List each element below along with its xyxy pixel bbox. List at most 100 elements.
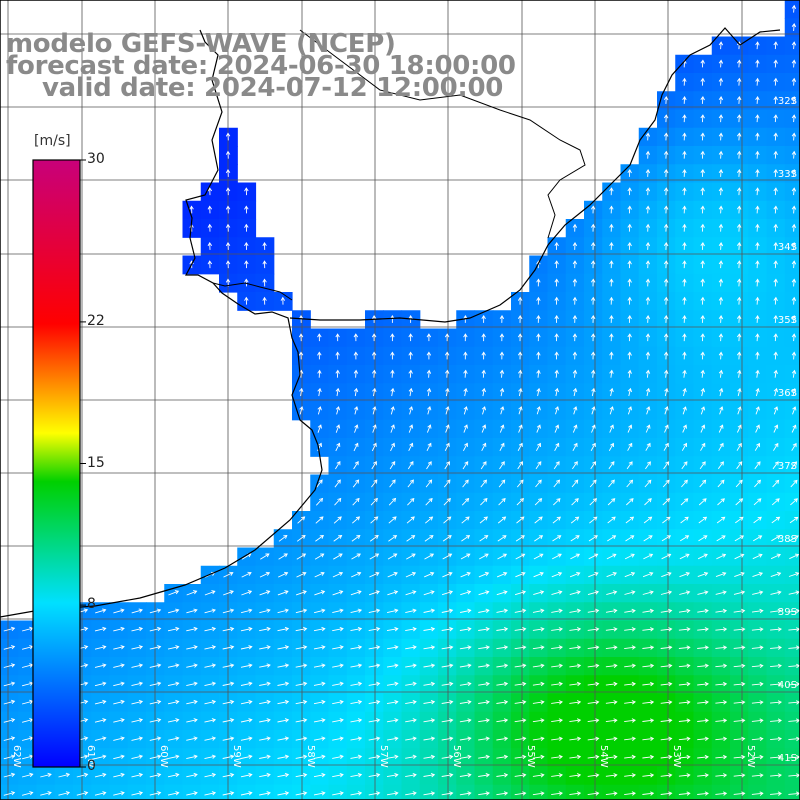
wind-arrow bbox=[716, 516, 726, 524]
wind-arrow bbox=[662, 479, 670, 488]
wind-arrow bbox=[791, 187, 797, 196]
wind-arrow bbox=[76, 772, 89, 778]
wind-arrow bbox=[317, 387, 322, 397]
wind-arrow bbox=[736, 77, 742, 86]
wind-cell bbox=[91, 784, 111, 800]
wind-arrow bbox=[441, 626, 454, 632]
wind-arrow bbox=[642, 645, 655, 650]
wind-arrow bbox=[697, 553, 708, 560]
wind-arrow bbox=[646, 406, 651, 415]
wind-arrow bbox=[609, 296, 614, 305]
wind-arrow bbox=[368, 626, 381, 632]
wind-arrow bbox=[350, 791, 363, 796]
wind-arrow bbox=[313, 626, 326, 632]
wind-arrow bbox=[755, 77, 760, 86]
wind-arrow bbox=[662, 498, 671, 506]
wind-arrow bbox=[660, 645, 673, 650]
wind-arrow bbox=[386, 791, 399, 796]
wind-arrow bbox=[625, 535, 635, 542]
wind-arrow bbox=[496, 663, 509, 668]
wind-arrow bbox=[481, 406, 487, 415]
wind-arrow bbox=[405, 699, 417, 705]
wind-arrow bbox=[313, 736, 326, 741]
wind-arrow bbox=[791, 351, 797, 360]
wind-arrow bbox=[479, 535, 489, 542]
wind-arrow bbox=[131, 736, 144, 741]
wind-arrow bbox=[663, 114, 669, 123]
wind-arrow bbox=[499, 461, 505, 470]
wind-arrow bbox=[554, 351, 559, 360]
wind-arrow bbox=[572, 424, 578, 433]
wind-arrow bbox=[149, 663, 162, 668]
wind-cell bbox=[328, 492, 348, 512]
wind-arrow bbox=[587, 627, 600, 632]
wind-arrow bbox=[627, 187, 632, 196]
colorbar-tick-label: 15 bbox=[87, 454, 105, 471]
wind-arrow bbox=[754, 442, 761, 451]
wind-arrow bbox=[678, 718, 691, 723]
coastline bbox=[0, 29, 323, 618]
wind-arrow bbox=[425, 516, 434, 524]
wind-arrow bbox=[499, 351, 505, 360]
wind-cell bbox=[127, 784, 147, 800]
wind-arrow bbox=[295, 772, 308, 778]
wind-arrow bbox=[517, 296, 523, 305]
wind-arrow bbox=[770, 553, 781, 560]
wind-arrow bbox=[496, 571, 508, 578]
wind-arrow bbox=[371, 333, 377, 342]
wind-arrow bbox=[682, 296, 687, 305]
wind-arrow bbox=[569, 645, 582, 650]
wind-arrow bbox=[390, 333, 395, 342]
wind-arrow bbox=[496, 699, 509, 705]
wind-arrow bbox=[773, 333, 778, 342]
wind-arrow bbox=[58, 772, 71, 778]
wind-arrow bbox=[94, 736, 107, 741]
wind-arrow bbox=[478, 772, 490, 778]
wind-arrow bbox=[131, 754, 144, 760]
wind-arrow bbox=[113, 754, 125, 760]
wind-cell bbox=[784, 54, 800, 74]
wind-arrow bbox=[627, 406, 633, 415]
wind-arrow bbox=[790, 498, 798, 506]
wind-arrow bbox=[697, 718, 709, 723]
wind-cell bbox=[547, 784, 567, 800]
wind-arrow bbox=[642, 590, 654, 595]
wind-arrow bbox=[605, 791, 618, 796]
wind-cell bbox=[620, 784, 640, 800]
wind-arrow bbox=[569, 700, 582, 705]
wind-cell bbox=[711, 784, 731, 800]
wind-arrow bbox=[609, 369, 614, 378]
wind-cell bbox=[529, 474, 549, 494]
wind-arrow bbox=[609, 351, 614, 360]
wind-arrow bbox=[517, 461, 523, 470]
wind-cell bbox=[784, 182, 800, 202]
wind-arrow bbox=[353, 369, 359, 378]
wind-arrow bbox=[733, 645, 746, 650]
wind-arrow bbox=[719, 406, 724, 415]
wind-arrow bbox=[645, 424, 651, 433]
wind-arrow bbox=[278, 571, 289, 578]
wind-arrow bbox=[277, 681, 290, 687]
wind-cell bbox=[730, 784, 749, 800]
wind-arrow bbox=[423, 681, 436, 687]
wind-cell bbox=[383, 474, 403, 494]
wind-arrow bbox=[572, 315, 578, 323]
wind-arrow bbox=[590, 461, 597, 470]
wind-cell bbox=[401, 511, 421, 530]
wind-arrow bbox=[333, 516, 342, 524]
wind-arrow bbox=[789, 553, 800, 560]
wind-arrow bbox=[754, 479, 761, 488]
wind-arrow bbox=[755, 296, 760, 305]
wind-cell bbox=[365, 784, 384, 800]
wind-arrow bbox=[516, 516, 525, 524]
wind-arrow bbox=[277, 626, 290, 632]
wind-arrow bbox=[314, 571, 325, 578]
wind-arrow bbox=[572, 442, 578, 452]
wind-arrow bbox=[313, 608, 326, 614]
wind-cell bbox=[109, 784, 129, 800]
wind-arrow bbox=[607, 535, 617, 542]
lon-label: 56W bbox=[451, 745, 462, 768]
wind-arrow bbox=[642, 754, 655, 760]
wind-arrow bbox=[314, 553, 325, 560]
